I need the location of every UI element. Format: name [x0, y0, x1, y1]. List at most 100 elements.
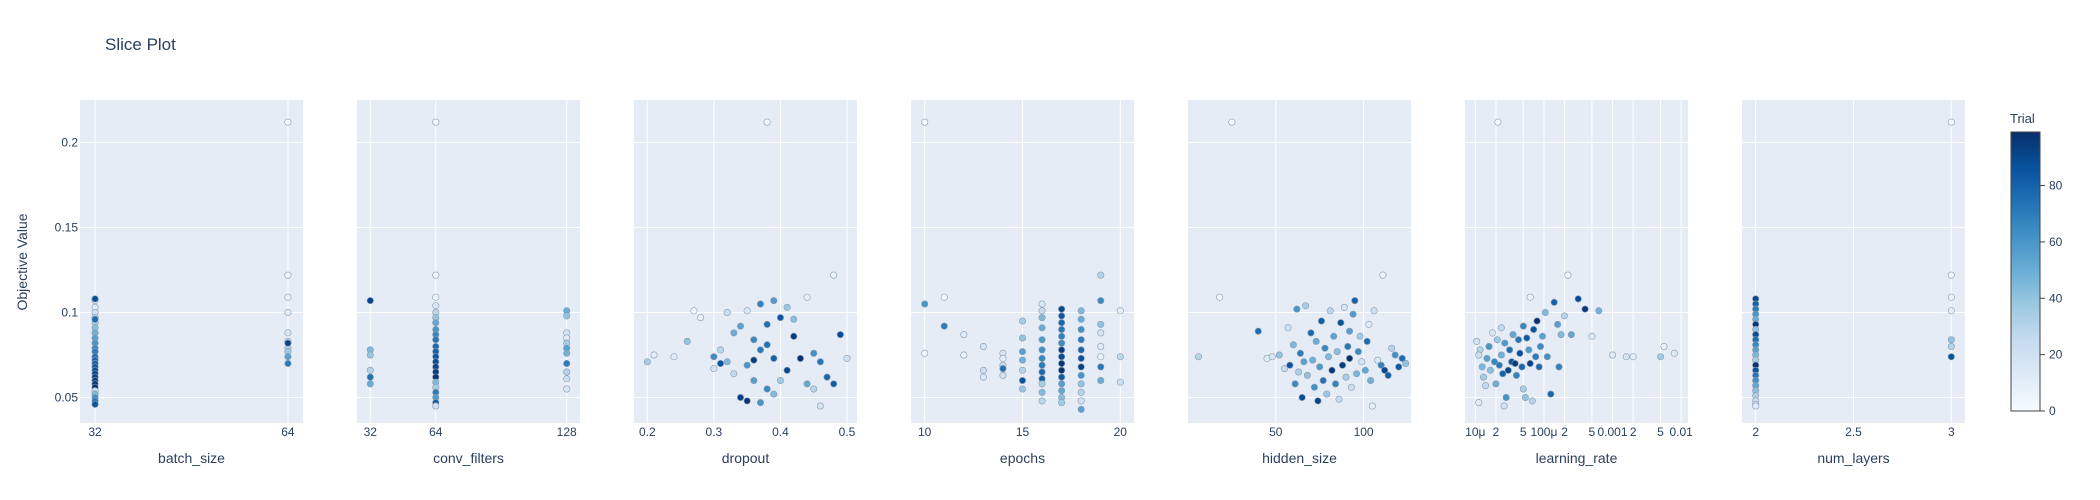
x-tick-label: 100: [1354, 425, 1374, 439]
data-point: [1323, 390, 1331, 398]
data-point: [1530, 325, 1538, 333]
data-point: [1473, 337, 1481, 345]
data-point: [1367, 376, 1375, 384]
data-point: [1528, 397, 1536, 405]
data-point: [710, 365, 718, 373]
colorbar-tick-label: 60: [2049, 235, 2063, 249]
panel-num_layers: 2 2.5 3 num_layers: [1742, 100, 1965, 466]
data-point: [563, 375, 571, 383]
data-point: [284, 308, 292, 316]
panel-background: [357, 100, 580, 423]
data-point: [1384, 371, 1392, 379]
x-tick-label: 0.5: [839, 425, 856, 439]
data-point: [1947, 293, 1955, 301]
data-point: [1346, 327, 1354, 335]
data-point: [1368, 402, 1376, 410]
data-point: [1275, 351, 1283, 359]
data-point: [1752, 402, 1760, 410]
data-point: [1351, 297, 1359, 305]
data-point: [284, 339, 292, 347]
x-tick-label: 0.3: [706, 425, 723, 439]
data-point: [1518, 363, 1526, 371]
data-point: [1495, 361, 1503, 369]
data-point: [1038, 380, 1046, 388]
data-point: [1947, 118, 1955, 126]
data-point: [803, 380, 811, 388]
data-point: [432, 336, 440, 344]
data-point: [830, 271, 838, 279]
data-point: [1303, 371, 1311, 379]
data-point: [1395, 363, 1403, 371]
data-point: [1077, 307, 1085, 315]
data-point: [1560, 312, 1568, 320]
data-point: [940, 322, 948, 330]
data-point: [284, 359, 292, 367]
data-point: [1302, 302, 1310, 310]
data-point: [1038, 354, 1046, 362]
data-point: [763, 118, 771, 126]
data-point: [1536, 342, 1544, 350]
trial-colorbar: Trial 0 20 40 60 80: [2010, 111, 2063, 418]
data-point: [1116, 307, 1124, 315]
data-point: [1494, 118, 1502, 126]
data-point: [979, 373, 987, 381]
data-point: [432, 402, 440, 410]
data-point: [1557, 331, 1565, 339]
data-point: [1058, 399, 1066, 407]
data-point: [1509, 331, 1517, 339]
data-point: [750, 376, 758, 384]
data-point: [1670, 349, 1678, 357]
data-point: [1388, 344, 1396, 352]
data-point: [1097, 376, 1105, 384]
data-point: [999, 354, 1007, 362]
data-point: [803, 293, 811, 301]
data-point: [1539, 332, 1547, 340]
data-point: [284, 329, 292, 337]
data-point: [1077, 336, 1085, 344]
data-point: [284, 353, 292, 361]
data-point: [1018, 348, 1026, 356]
data-point: [1293, 305, 1301, 313]
data-point: [366, 351, 374, 359]
data-point: [1038, 300, 1046, 308]
data-point: [1525, 346, 1533, 354]
data-point: [1312, 337, 1320, 345]
data-point: [1331, 380, 1339, 388]
data-point: [1595, 307, 1603, 315]
data-point: [1326, 307, 1334, 315]
data-point: [1629, 353, 1637, 361]
data-point: [1300, 358, 1308, 366]
data-point: [1475, 351, 1483, 359]
data-point: [1515, 336, 1523, 344]
data-point: [1018, 385, 1026, 393]
data-point: [1228, 118, 1236, 126]
data-point: [1195, 353, 1203, 361]
data-point: [1038, 397, 1046, 405]
data-point: [1314, 397, 1322, 405]
data-point: [284, 118, 292, 126]
data-point: [1564, 271, 1572, 279]
x-axis-label: num_layers: [1817, 450, 1889, 466]
data-point: [921, 349, 929, 357]
data-point: [756, 300, 764, 308]
data-point: [1018, 334, 1026, 342]
x-axis-label: conv_filters: [433, 450, 504, 466]
data-point: [1365, 320, 1373, 328]
colorbar-tick-label: 0: [2049, 404, 2056, 418]
data-point: [1609, 351, 1617, 359]
data-point: [1289, 341, 1297, 349]
y-tick-label: 0.1: [61, 306, 78, 320]
data-point: [1391, 351, 1399, 359]
data-point: [1377, 361, 1385, 369]
colorbar-title: Trial: [2010, 111, 2035, 126]
data-point: [1381, 366, 1389, 374]
x-tick-label: 3: [1948, 425, 1955, 439]
data-point: [1501, 339, 1509, 347]
data-point: [763, 385, 771, 393]
data-point: [432, 118, 440, 126]
x-tick-label: 128: [557, 425, 577, 439]
x-tick-label: 20: [1114, 425, 1128, 439]
data-point: [91, 315, 99, 323]
data-point: [1356, 332, 1364, 340]
